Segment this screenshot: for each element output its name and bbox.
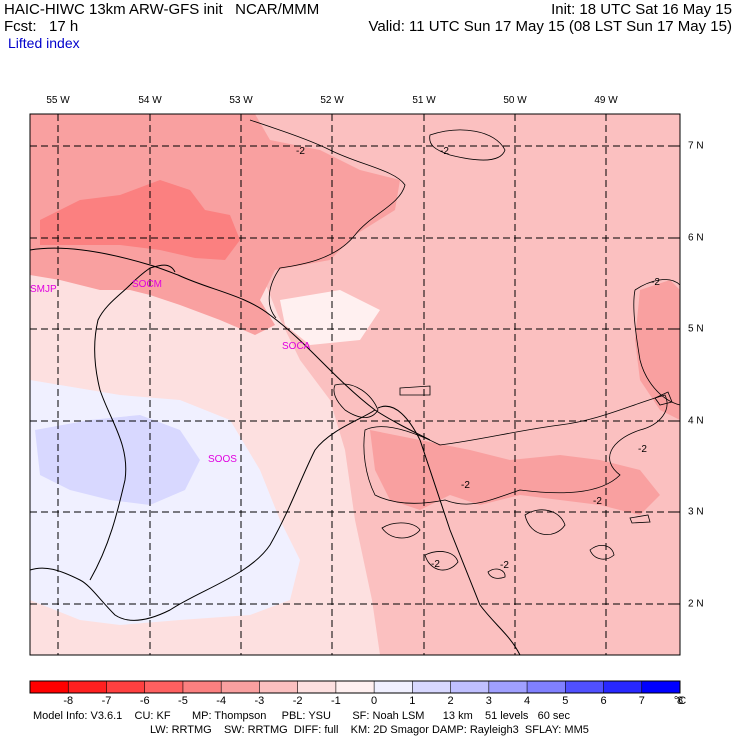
field-region-core <box>40 180 240 260</box>
colorbar-tick-label: 5 <box>562 695 569 707</box>
colorbar-tick-label: 8 <box>676 695 684 707</box>
lon-label-49w: 49 W <box>594 95 618 106</box>
field-region-zero <box>280 290 380 345</box>
contour-line <box>333 383 379 418</box>
contour-label: -2 <box>651 277 660 288</box>
contour-label: -2 <box>440 146 449 157</box>
init-time: Init: 18 UTC Sat 16 May 15 <box>551 1 732 18</box>
colorbar-tick-label: 6 <box>600 695 607 707</box>
lon-label-52w: 52 W <box>320 95 344 106</box>
lat-label-5n: 5 N <box>688 323 704 335</box>
contour-line <box>487 568 506 579</box>
colorbar-tick-label: 2 <box>447 695 454 707</box>
lat-label-2n: 2 N <box>688 598 704 610</box>
colorbar-tick-label: 3 <box>485 695 492 707</box>
contour-label: -2 <box>461 480 470 491</box>
colorbar-swatch <box>565 681 605 693</box>
lat-lon-grid <box>30 114 680 655</box>
station-label-soca: SOCA <box>282 341 311 352</box>
colorbar-swatch <box>527 681 566 693</box>
colorbar-tick-label: -8 <box>63 695 74 707</box>
colorbar-swatch <box>488 681 528 693</box>
lon-label-50w: 50 W <box>503 95 527 106</box>
contour-line <box>629 514 651 524</box>
colorbar-frame <box>29 680 681 694</box>
lon-label-55w: 55 W <box>46 95 70 106</box>
contour-line <box>633 279 681 406</box>
field-name: Lifted index <box>8 35 80 51</box>
forecast-hour: Fcst: 17 h <box>4 18 79 35</box>
map-field <box>30 114 680 655</box>
colorbar-unit: °C <box>673 695 687 707</box>
station-labels: SMJP SOCM SOCA SOOS <box>30 279 311 465</box>
colorbar-swatch <box>144 681 184 693</box>
footer-model-info: Model Info: V3.6.1 CU: KF MP: Thompson P… <box>33 710 570 722</box>
contour-line <box>381 522 421 539</box>
lat-label-7n: 7 N <box>688 140 704 152</box>
lon-label-53w: 53 W <box>229 95 253 106</box>
lon-label-54w: 54 W <box>138 95 162 106</box>
coastline-borders <box>29 247 521 656</box>
suriname-french-guiana-border <box>29 409 376 621</box>
colorbar-tick-label: -3 <box>254 695 265 707</box>
valid-time: Valid: 11 UTC Sun 17 May 15 (08 LST Sun … <box>368 18 732 35</box>
contour-labels: -2 -2 -2 -2 -2 -2 -2 -2 <box>296 146 660 571</box>
map-frame <box>29 113 681 656</box>
model-title: HAIC-HIWC 13km ARW-GFS init NCAR/MMM <box>4 1 320 18</box>
contour-label: -2 <box>296 146 305 157</box>
colorbar-swatch <box>30 681 69 693</box>
contour-label: -2 <box>500 560 509 571</box>
colorbar-tick-label: 0 <box>371 695 378 707</box>
colorbar-swatch <box>335 681 375 693</box>
lat-label-6n: 6 N <box>688 232 704 244</box>
lat-label-3n: 3 N <box>688 506 704 518</box>
colorbar <box>29 680 681 694</box>
contour-line <box>429 129 506 161</box>
station-label-socm: SOCM <box>132 279 162 290</box>
colorbar-tick-label: -2 <box>292 695 303 707</box>
field-region-east-strong <box>635 280 680 420</box>
colorbar-swatch <box>297 681 337 693</box>
station-label-smjp: SMJP <box>30 284 57 295</box>
colorbar-tick-label: 1 <box>409 695 416 707</box>
contour-line <box>363 394 668 505</box>
contour-line <box>424 551 459 571</box>
contour-line <box>589 545 615 560</box>
colorbar-tick-label: -4 <box>216 695 227 707</box>
contour-label: -2 <box>593 496 602 507</box>
colorbar-tick-label: -1 <box>330 695 341 707</box>
colorbar-swatch <box>374 681 413 693</box>
contour-label: -2 <box>638 444 647 455</box>
lat-label-4n: 4 N <box>688 415 704 427</box>
colorbar-swatch <box>641 681 681 693</box>
colorbar-swatch <box>450 681 490 693</box>
contour-line <box>524 509 566 535</box>
guyana-suriname-border <box>89 284 131 581</box>
footer-physics-info: LW: RRTMG SW: RRTMG DIFF: full KM: 2D Sm… <box>150 724 589 736</box>
colorbar-tick-label: 4 <box>523 695 531 707</box>
colorbar-tick-label: -6 <box>139 695 150 707</box>
field-region-sw-medium <box>35 415 200 505</box>
colorbar-tick-label: -5 <box>178 695 188 707</box>
colorbar-tick-label: 7 <box>638 695 645 707</box>
coastline <box>29 247 431 441</box>
contour-line <box>399 385 431 396</box>
colorbar-swatch <box>68 681 107 693</box>
colorbar-swatch <box>182 681 222 693</box>
colorbar-swatch <box>221 681 260 693</box>
station-label-soos: SOOS <box>208 454 237 465</box>
colorbar-swatch <box>259 681 299 693</box>
contour-label: -2 <box>431 559 440 570</box>
contour-line <box>654 391 673 406</box>
french-guiana-brazil-border <box>377 405 521 656</box>
colorbar-swatch <box>106 681 146 693</box>
colorbar-swatch <box>603 681 643 693</box>
lon-label-51w: 51 W <box>412 95 436 106</box>
frame-ticks <box>57 114 680 605</box>
colorbar-swatch <box>412 681 452 693</box>
colorbar-tick-label: -7 <box>101 695 112 707</box>
